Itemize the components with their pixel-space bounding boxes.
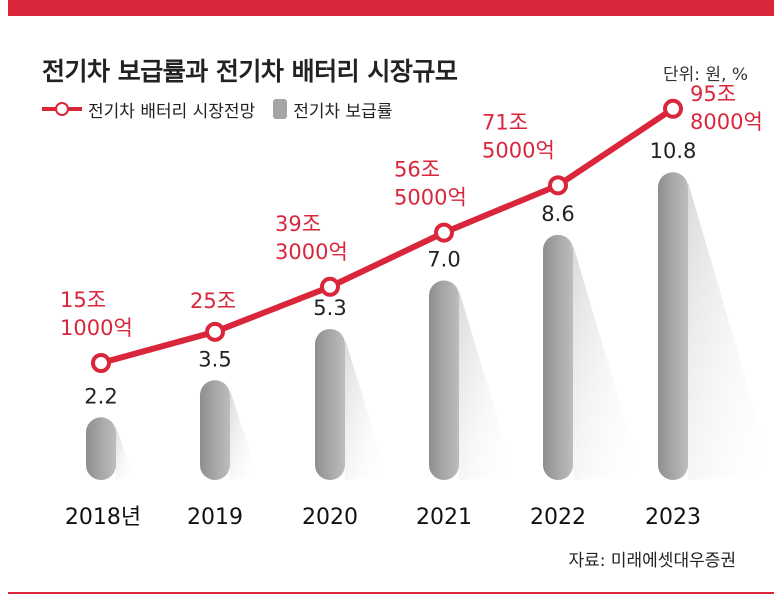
market-point-2023 xyxy=(663,98,683,119)
market-value-label: 25조 xyxy=(190,289,236,313)
market-value-label-line: 25조 xyxy=(190,289,236,313)
market-point-2019 xyxy=(205,321,225,342)
legend-bar-label: 전기차 보급률 xyxy=(293,101,393,122)
bar-value-label: 2.2 xyxy=(84,384,117,408)
bar-2020 xyxy=(315,328,345,480)
legend-line-label: 전기차 배터리 시장전망 xyxy=(88,101,256,122)
x-tick-label: 2021 xyxy=(416,505,472,530)
market-point-2021 xyxy=(434,222,454,243)
legend: 전기차 배터리 시장전망 전기차 보급률 xyxy=(42,96,392,122)
x-tick-label: 2020 xyxy=(302,505,358,530)
market-value-label: 15조 1000억 xyxy=(60,288,133,340)
bar-value-label: 8.6 xyxy=(541,202,574,226)
bar-shadow xyxy=(459,290,515,480)
bar-2021 xyxy=(429,280,459,480)
market-value-label: 39조 3000억 xyxy=(275,212,348,264)
bar-value-label: 5.3 xyxy=(313,296,346,320)
market-line xyxy=(100,106,675,366)
bar-shadow xyxy=(573,244,642,480)
bar-shadow xyxy=(688,182,775,480)
market-value-label-line: 3000억 xyxy=(275,240,348,264)
market-value-label: 95조 8000억 xyxy=(690,82,763,134)
bar-2019 xyxy=(200,380,230,480)
market-value-label: 56조 5000억 xyxy=(394,158,467,210)
market-value-label-line: 1000억 xyxy=(60,316,133,340)
market-point-2020 xyxy=(320,276,340,297)
x-tick-label: 2023 xyxy=(645,505,701,530)
x-tick-label: 2022 xyxy=(530,505,586,530)
bar-shadow xyxy=(230,390,258,480)
market-value-label-line: 8000억 xyxy=(690,110,763,134)
market-value-label-line: 71조 xyxy=(482,110,528,134)
bar-2018년 xyxy=(86,417,116,480)
unit-label: 단위: 원, % xyxy=(662,65,748,85)
market-value-label-line: 5000억 xyxy=(482,138,555,162)
market-value-label-line: 15조 xyxy=(60,288,106,312)
bar-shadow xyxy=(116,427,134,480)
bar-2022 xyxy=(543,234,573,480)
bar-value-label: 10.8 xyxy=(650,139,697,163)
x-tick-label: 2018년 xyxy=(65,505,141,530)
market-value-label-line: 39조 xyxy=(275,212,321,236)
x-tick-label: 2019 xyxy=(187,505,243,530)
legend-line-marker-icon xyxy=(42,102,82,116)
chart-title: 전기차 보급률과 전기차 배터리 시장규모 xyxy=(42,57,458,86)
market-value-label-line: 95조 xyxy=(690,82,736,106)
market-point-2018년 xyxy=(91,353,111,373)
bar-value-label: 7.0 xyxy=(427,248,460,272)
bar-2023 xyxy=(658,172,688,480)
legend-bar-swatch-icon xyxy=(273,99,288,119)
market-value-label-line: 56조 xyxy=(394,158,440,182)
bottom-divider xyxy=(8,592,774,594)
top-accent-bar xyxy=(8,0,774,16)
market-value-label-line: 5000억 xyxy=(394,186,467,210)
bar-shadow xyxy=(345,338,388,480)
bar-value-label: 3.5 xyxy=(198,347,231,371)
market-point-2022 xyxy=(548,175,568,196)
market-value-label: 71조 5000억 xyxy=(482,110,555,162)
source-note: 자료: 미래에셋대우증권 xyxy=(568,551,736,571)
